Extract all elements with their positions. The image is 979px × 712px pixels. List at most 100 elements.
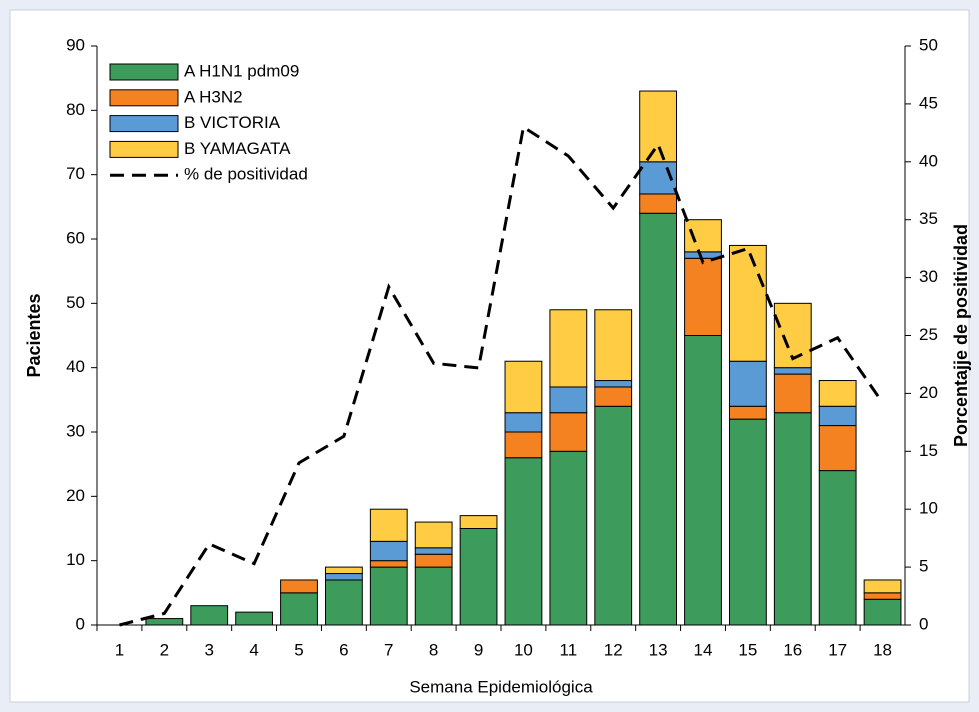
bar — [414, 553, 453, 568]
bar — [728, 418, 767, 626]
bar — [594, 386, 633, 407]
y2-tick-label: 5 — [919, 557, 928, 576]
bar — [728, 405, 767, 420]
x-tick-label: 1 — [115, 640, 124, 659]
bar — [818, 470, 857, 626]
y2-tick-label: 20 — [919, 383, 938, 402]
x-tick-label: 8 — [429, 640, 438, 659]
x-tick-label: 16 — [783, 640, 802, 659]
bar — [773, 367, 812, 375]
x-tick-label: 18 — [873, 640, 892, 659]
legend-swatch — [109, 140, 179, 158]
y-tick-label: 30 — [66, 421, 85, 440]
bar — [504, 360, 543, 414]
bar — [818, 380, 857, 407]
bar — [818, 405, 857, 427]
x-tick-label: 6 — [339, 640, 348, 659]
bar — [684, 219, 722, 253]
bar — [549, 386, 588, 414]
bar — [863, 592, 902, 600]
bar — [190, 605, 229, 626]
x-tick-label: 12 — [604, 640, 623, 659]
y2-axis-title: Porcentajje de positividad — [951, 224, 971, 447]
x-tick-label: 10 — [514, 640, 533, 659]
bar — [594, 380, 633, 388]
bar — [504, 412, 543, 433]
bar — [324, 566, 363, 575]
bar — [235, 611, 274, 626]
bar — [684, 335, 722, 626]
y-tick-label: 60 — [66, 228, 85, 247]
bar — [728, 244, 767, 362]
x-tick-label: 5 — [294, 640, 303, 659]
y2-tick-label: 10 — [919, 499, 938, 518]
legend-swatch — [109, 63, 179, 81]
bar — [145, 618, 184, 626]
legend-label: A H3N2 — [184, 87, 243, 106]
bar — [504, 431, 543, 459]
bar — [369, 540, 408, 562]
legend-label: % de positividad — [184, 165, 308, 184]
y-tick-label: 90 — [66, 35, 85, 54]
bar — [594, 309, 633, 382]
x-tick-label: 11 — [560, 640, 578, 659]
y2-tick-label: 45 — [919, 93, 938, 112]
line — [119, 124, 884, 627]
legend-label: A H1N1 pdm09 — [184, 61, 299, 80]
bar — [549, 309, 588, 388]
bar — [414, 547, 453, 555]
x-tick-label: 9 — [474, 640, 483, 659]
y2-tick-label: 15 — [919, 441, 938, 460]
bar — [369, 566, 408, 626]
bar — [863, 579, 902, 594]
bar — [414, 521, 453, 549]
bar — [684, 257, 722, 336]
x-tick-label: 4 — [249, 640, 258, 659]
bar — [639, 212, 678, 626]
legend-swatch — [109, 89, 179, 107]
y2-tick-label: 25 — [919, 325, 938, 344]
bar — [280, 592, 318, 626]
y2-tick-label: 50 — [919, 35, 938, 54]
x-tick-label: 7 — [384, 640, 393, 659]
x-tick-label: 13 — [649, 640, 668, 659]
legend-label: B YAMAGATA — [184, 139, 291, 158]
bar — [594, 405, 633, 626]
bar — [504, 457, 543, 626]
bar — [818, 425, 857, 472]
y-tick-label: 50 — [66, 293, 85, 312]
y-tick-label: 0 — [76, 614, 85, 633]
bar — [459, 515, 498, 530]
y2-tick-label: 35 — [919, 209, 938, 228]
x-axis-title: Semana Epidemiológica — [409, 677, 593, 696]
y2-tick-label: 0 — [919, 614, 928, 633]
legend-swatch — [109, 115, 179, 133]
y-tick-label: 70 — [66, 164, 85, 183]
y2-tick-label: 30 — [919, 267, 938, 286]
y-tick-label: 80 — [66, 100, 85, 119]
y2-tick-label: 40 — [919, 151, 938, 170]
bar — [773, 412, 812, 626]
bar — [280, 579, 318, 594]
bar — [324, 573, 363, 581]
x-tick-label: 15 — [738, 640, 757, 659]
bar — [369, 508, 408, 542]
y-tick-label: 40 — [66, 357, 85, 376]
bar — [549, 412, 588, 452]
bar — [773, 373, 812, 414]
x-tick-label: 2 — [160, 640, 169, 659]
x-tick-label: 14 — [694, 640, 713, 659]
bar — [639, 193, 678, 214]
bar — [459, 528, 498, 626]
bar — [639, 90, 678, 163]
bar — [863, 598, 902, 626]
bar — [369, 560, 408, 568]
bar — [728, 360, 767, 407]
bar — [324, 579, 363, 626]
y-tick-label: 10 — [66, 550, 85, 569]
y-axis-title: Pacientes — [24, 293, 44, 377]
legend-label: B VICTORIA — [184, 113, 281, 132]
x-tick-label: 3 — [204, 640, 213, 659]
bar — [549, 450, 588, 626]
